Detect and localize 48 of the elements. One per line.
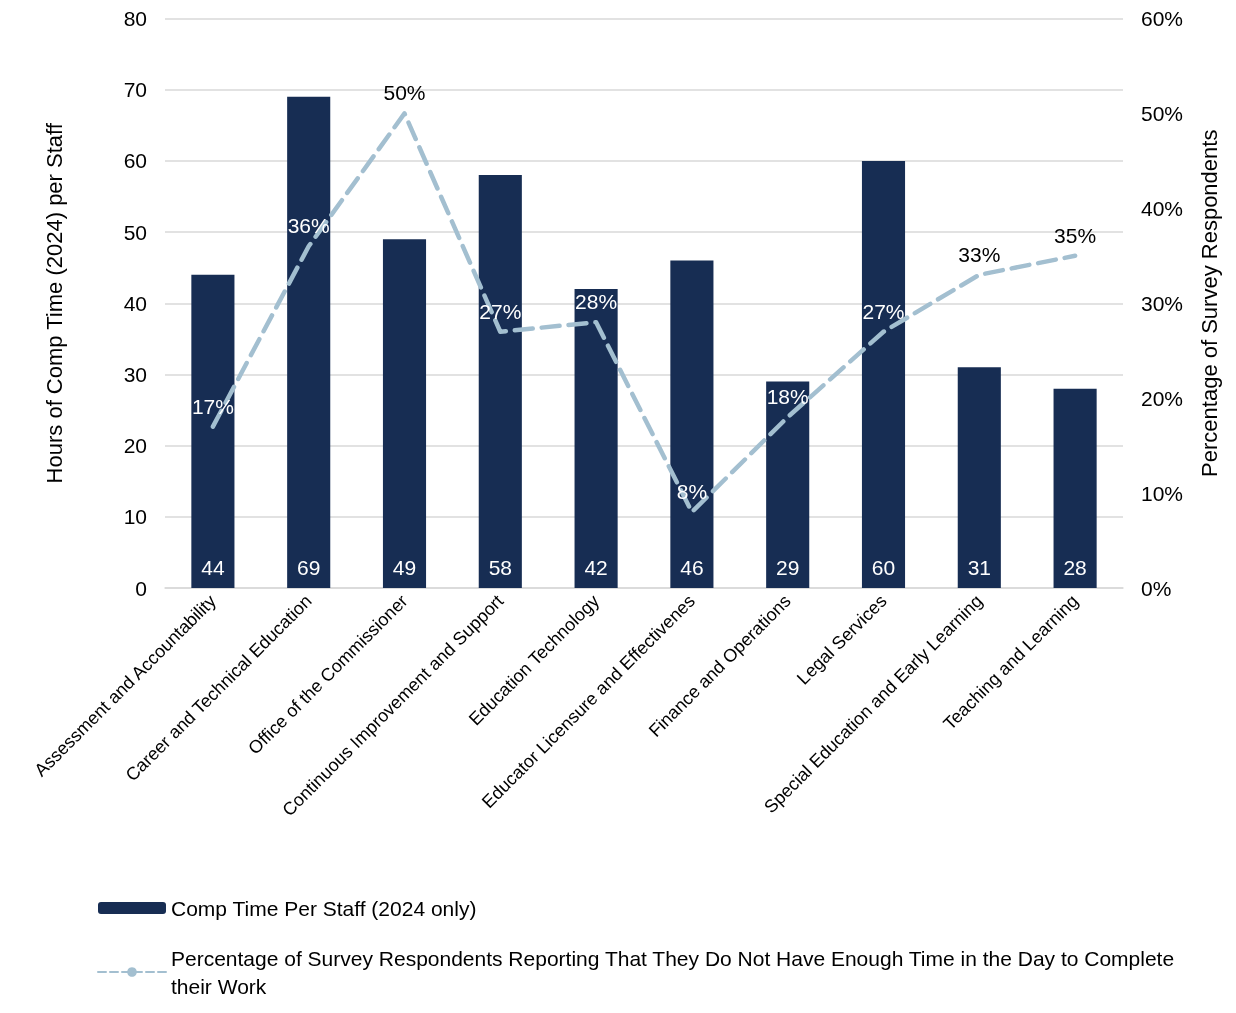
bar [861,160,906,588]
y2-tick-label: 0% [1141,576,1172,600]
data-label: 27% [479,299,522,323]
y2-tick-label: 30% [1141,291,1184,315]
legend-label: Comp Time Per Staff (2024 only) [171,896,477,920]
y-tick-label: 20 [123,434,147,458]
data-label: 33% [958,242,1001,266]
y2-tick-label: 60% [1141,7,1184,30]
data-label: 50% [383,81,426,105]
data-label: 27% [862,299,905,323]
data-label: 18% [766,385,809,409]
bar [670,260,714,588]
y-axis-title: Hours of Comp Time (2024) per Staff [41,122,67,484]
y-tick-label: 40 [123,291,147,315]
y-tick-label: 80 [123,7,147,30]
data-label: 44 [201,556,225,579]
y2-tick-label: 10% [1141,481,1184,505]
y2-tick-label: 50% [1141,101,1184,125]
y-tick-label: 10 [123,505,147,529]
bar [478,175,522,588]
data-label: 49 [392,556,417,579]
bar [1053,388,1097,588]
data-label: 69 [297,556,321,579]
bar [574,289,618,588]
y2-axis-title: Percentage of Survey Respondents [1196,129,1222,477]
y-tick-label: 70 [123,78,147,102]
data-label: 58 [488,556,512,579]
data-label: 29 [776,556,800,579]
legend-label: Percentage of Survey Respondents Reporting That They Do Not Have Enough Time in the Day to Complete their Work [171,946,1180,998]
y-tick-label: 0 [135,576,147,600]
bar [957,367,1001,588]
data-label: 60 [871,556,896,579]
bar [382,239,427,588]
data-label: 17% [191,394,234,418]
data-label: 42 [584,556,608,579]
data-label: 31 [967,556,991,579]
y2-tick-label: 20% [1141,386,1184,410]
y-tick-label: 30 [123,362,147,386]
data-label: 28% [575,290,618,314]
y2-tick-label: 40% [1141,196,1184,220]
data-label: 28 [1063,556,1087,579]
data-label: 46 [680,556,704,579]
bar [191,274,235,588]
y-tick-label: 50 [123,220,147,244]
data-label: 35% [1054,223,1097,247]
y-tick-label: 60 [123,149,147,173]
bar [287,96,331,588]
bar [766,381,810,588]
